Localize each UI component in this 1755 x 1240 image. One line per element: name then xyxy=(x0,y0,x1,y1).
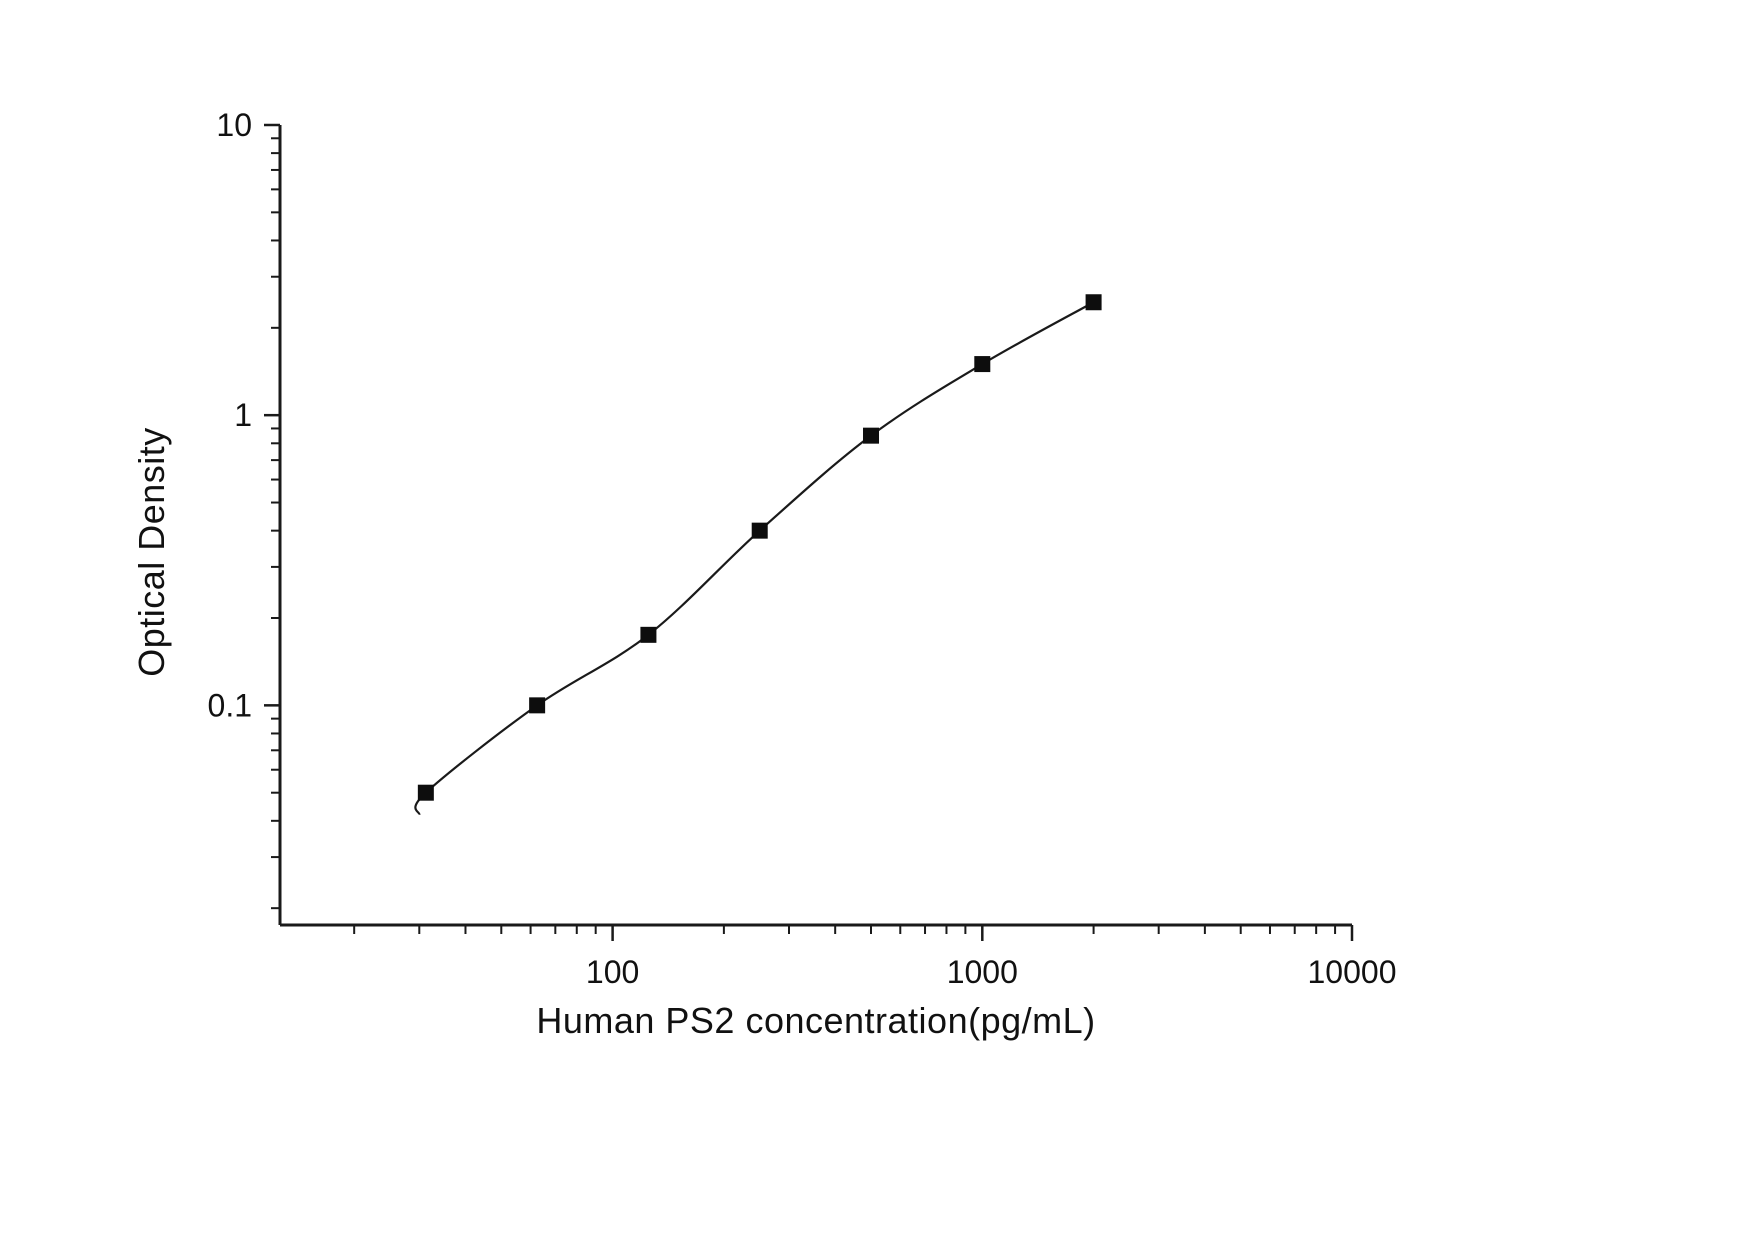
data-point-marker xyxy=(974,356,991,373)
data-point-marker xyxy=(529,697,546,714)
data-point-marker xyxy=(863,427,880,444)
data-point-marker xyxy=(1085,294,1102,311)
x-tick-label: 100 xyxy=(586,954,639,990)
fit-curve xyxy=(414,301,1095,815)
y-axis-title: Optical Density xyxy=(131,427,172,677)
data-point-marker xyxy=(640,626,657,643)
y-tick-label: 0.1 xyxy=(208,687,252,723)
data-point-marker xyxy=(417,784,434,801)
x-tick-label: 10000 xyxy=(1308,954,1397,990)
x-tick-label: 1000 xyxy=(947,954,1018,990)
x-axis-title: Human PS2 concentration(pg/mL) xyxy=(536,1000,1096,1041)
y-tick-label: 10 xyxy=(216,107,252,143)
data-point-marker xyxy=(751,522,768,539)
y-tick-label: 1 xyxy=(234,397,252,433)
